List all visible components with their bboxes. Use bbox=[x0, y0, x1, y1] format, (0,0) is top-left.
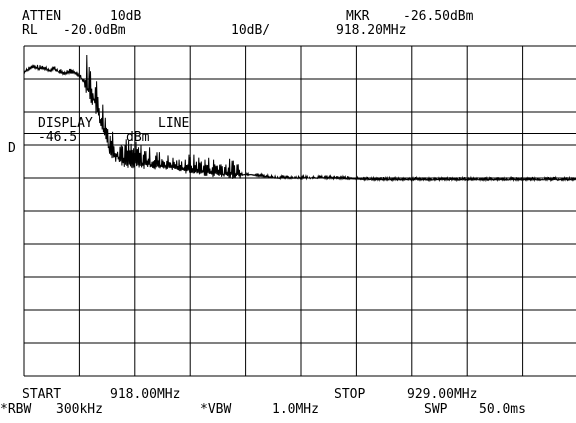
graticule bbox=[23, 45, 576, 377]
display-line-value: -46.5 bbox=[38, 130, 78, 145]
marker-label: MKR bbox=[346, 9, 370, 24]
scale-value: 10dB/ bbox=[231, 23, 271, 38]
sweep-time: 50.0ms bbox=[479, 402, 526, 417]
display-line-title: DISPLAY bbox=[38, 116, 93, 131]
rbw-label: *RBW bbox=[0, 402, 32, 417]
marker-frequency: 918.20MHz bbox=[336, 23, 407, 38]
vbw-label: *VBW bbox=[200, 402, 232, 417]
rbw-value: 300kHz bbox=[56, 402, 103, 417]
sweep-label: SWP bbox=[424, 402, 448, 417]
stop-frequency: 929.00MHz bbox=[407, 387, 478, 402]
display-line-unit: dBm bbox=[126, 130, 150, 145]
rl-label: RL bbox=[22, 23, 38, 38]
marker-level: -26.50dBm bbox=[403, 9, 474, 24]
start-frequency: 918.00MHz bbox=[110, 387, 181, 402]
spectrum-trace bbox=[23, 54, 576, 183]
atten-value: 10dB bbox=[110, 9, 142, 24]
stop-label: STOP bbox=[334, 387, 366, 402]
rl-value: -20.0dBm bbox=[63, 23, 126, 38]
display-line-title-right: LINE bbox=[158, 116, 190, 131]
start-label: START bbox=[22, 387, 62, 402]
display-line-marker: D bbox=[8, 141, 16, 156]
vbw-value: 1.0MHz bbox=[272, 402, 319, 417]
atten-label: ATTEN bbox=[22, 9, 62, 24]
